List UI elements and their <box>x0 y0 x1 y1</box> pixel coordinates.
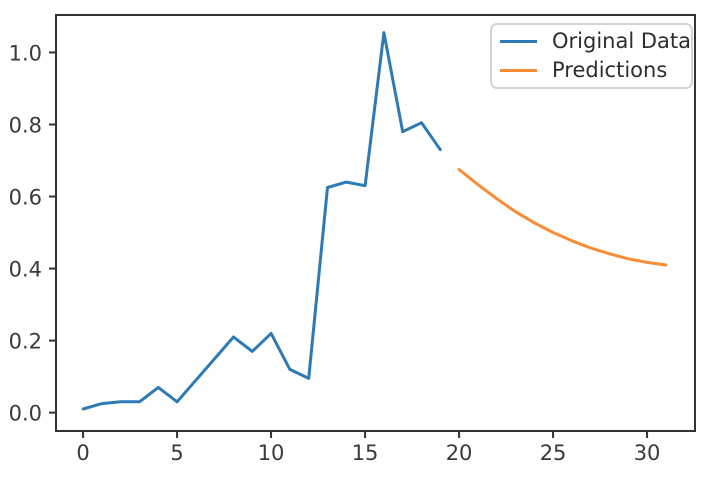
x-tick-label: 15 <box>352 441 379 465</box>
legend-item-predictions: Predictions <box>492 56 691 84</box>
x-tick-label: 5 <box>170 441 183 465</box>
series-line-original-data <box>81 31 442 411</box>
y-tick-label: 0.8 <box>9 113 42 137</box>
axes-frame <box>55 14 696 432</box>
x-tick-label: 30 <box>634 441 661 465</box>
y-tick-label: 0.2 <box>9 330 42 354</box>
series-line-predictions <box>457 168 668 267</box>
x-tick-label: 0 <box>76 441 89 465</box>
legend-line-sample-original <box>500 40 537 44</box>
legend-line-sample-predictions <box>500 68 537 72</box>
legend-label-predictions: Predictions <box>552 57 668 82</box>
y-tick-label: 0.6 <box>9 186 42 210</box>
legend: Original Data Predictions <box>490 23 693 89</box>
x-tick-label: 25 <box>540 441 567 465</box>
y-tick-label: 1.0 <box>9 41 42 65</box>
y-tick-label: 0.0 <box>9 402 42 426</box>
y-tick-label: 0.4 <box>9 258 42 282</box>
x-tick-label: 20 <box>446 441 473 465</box>
legend-label-original: Original Data <box>552 29 691 54</box>
legend-item-original-data: Original Data <box>492 28 691 56</box>
x-tick-label: 10 <box>258 441 285 465</box>
